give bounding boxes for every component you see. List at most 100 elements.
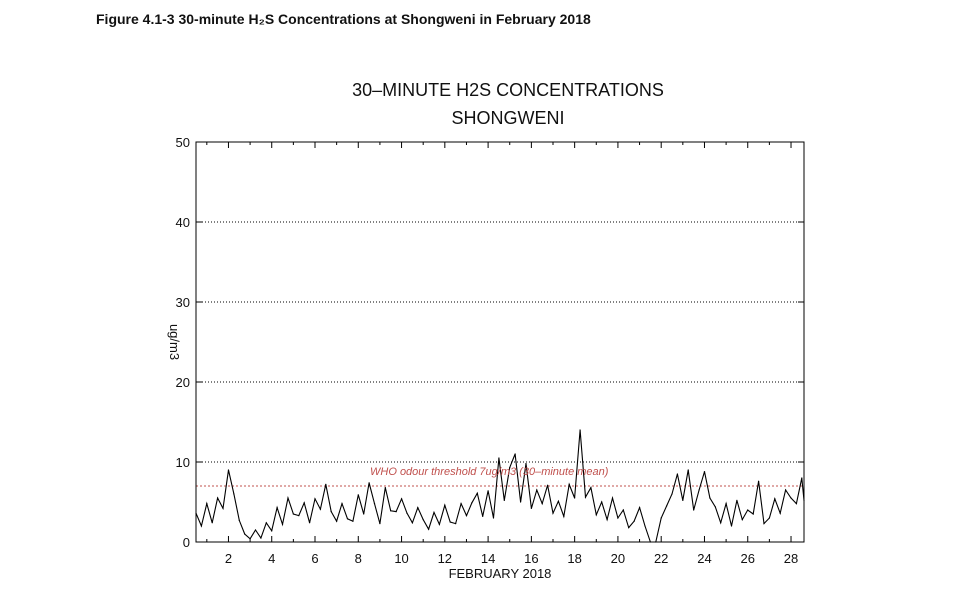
data-point-69 <box>568 483 570 485</box>
data-point-30 <box>357 494 359 496</box>
data-point-55 <box>492 517 495 519</box>
x-tick-label-28: 28 <box>784 551 798 566</box>
data-point-86 <box>660 517 662 519</box>
data-point-77 <box>611 497 614 499</box>
data-point-58 <box>509 467 511 469</box>
y-tick-label-30: 30 <box>176 295 190 310</box>
data-point-76 <box>606 519 608 521</box>
data-point-31 <box>363 513 365 515</box>
data-point-14 <box>271 530 273 532</box>
gridlines <box>196 221 804 463</box>
data-point-51 <box>471 502 473 504</box>
data-point-109 <box>785 489 787 491</box>
series-line-0 <box>195 429 805 543</box>
data-point-68 <box>563 515 565 518</box>
chart-title: 30–MINUTE H2S CONCENTRATIONS <box>352 80 664 100</box>
data-point-9 <box>244 533 246 535</box>
data-point-110 <box>790 497 792 499</box>
threshold-label: WHO odour threshold 7ug/m3 (30–minute me… <box>370 466 609 478</box>
x-tick-label-18: 18 <box>567 551 581 566</box>
data-point-49 <box>460 503 462 505</box>
data-point-17 <box>287 497 289 499</box>
data-point-104 <box>757 480 760 482</box>
y-tick-label-0: 0 <box>183 535 190 550</box>
data-point-48 <box>455 523 457 525</box>
data-point-54 <box>487 490 489 492</box>
data-point-50 <box>465 515 468 517</box>
data-point-82 <box>638 507 641 509</box>
data-point-100 <box>736 499 738 501</box>
data-point-61 <box>525 463 527 465</box>
y-tick-label-10: 10 <box>176 455 190 470</box>
data-point-3 <box>211 522 213 524</box>
data-point-72 <box>584 496 587 498</box>
data-point-91 <box>687 469 689 471</box>
data-point-59 <box>514 453 516 455</box>
data-point-24 <box>325 483 327 485</box>
data-point-94 <box>703 471 706 473</box>
data-point-56 <box>498 457 500 459</box>
data-point-65 <box>547 484 549 486</box>
data-point-45 <box>438 523 441 526</box>
data-point-23 <box>319 508 322 510</box>
data-point-15 <box>276 507 278 509</box>
data-point-92 <box>693 509 695 511</box>
x-tick-label-22: 22 <box>654 551 668 566</box>
data-point-67 <box>557 500 560 502</box>
data-point-32 <box>368 482 370 484</box>
data-point-4 <box>217 497 219 499</box>
data-point-95 <box>709 497 711 499</box>
data-point-103 <box>752 513 754 515</box>
data-point-70 <box>574 497 576 499</box>
x-tick-label-8: 8 <box>355 551 362 566</box>
y-tick-label-20: 20 <box>176 375 190 390</box>
data-point-27 <box>341 503 343 505</box>
y-tick-label-50: 50 <box>176 135 190 150</box>
data-point-98 <box>725 503 727 505</box>
x-tick-label-26: 26 <box>741 551 755 566</box>
data-point-73 <box>590 487 592 489</box>
data-point-75 <box>601 501 603 503</box>
data-point-6 <box>227 469 230 471</box>
data-point-71 <box>579 429 581 431</box>
data-point-79 <box>622 509 624 511</box>
data-point-33 <box>373 503 376 505</box>
data-point-19 <box>298 515 300 517</box>
data-point-2 <box>206 503 208 505</box>
data-point-96 <box>714 506 716 508</box>
data-point-62 <box>530 507 532 509</box>
figure-caption: Figure 4.1-3 30-minute H₂S Concentration… <box>96 11 591 27</box>
data-point-83 <box>644 525 646 527</box>
data-point-11 <box>254 529 257 531</box>
data-point-47 <box>449 521 451 523</box>
data-point-89 <box>676 473 679 475</box>
data-point-35 <box>384 487 386 489</box>
data-point-101 <box>741 519 743 521</box>
data-point-63 <box>536 489 538 491</box>
data-point-44 <box>433 511 435 513</box>
data-point-64 <box>541 503 543 505</box>
data-point-66 <box>552 512 554 514</box>
data-point-16 <box>281 523 284 526</box>
x-tick-label-4: 4 <box>268 551 275 566</box>
x-axis-label: FEBRUARY 2018 <box>449 566 552 581</box>
y-tick-label-40: 40 <box>176 215 190 230</box>
data-point-97 <box>720 522 722 524</box>
x-tick-label-24: 24 <box>697 551 711 566</box>
data-point-25 <box>330 511 332 513</box>
plot-frame <box>195 141 805 543</box>
data-point-80 <box>628 527 630 529</box>
data-point-26 <box>336 520 338 522</box>
x-tick-label-6: 6 <box>311 551 318 566</box>
y-axis-label: ug/m3 <box>167 324 182 360</box>
data-point-78 <box>617 517 619 519</box>
data-point-108 <box>779 512 781 514</box>
data-point-46 <box>444 504 446 506</box>
data-point-53 <box>482 515 484 518</box>
data-point-99 <box>730 525 733 527</box>
data-point-40 <box>411 522 413 524</box>
data-point-107 <box>774 498 776 500</box>
data-point-38 <box>400 498 403 500</box>
